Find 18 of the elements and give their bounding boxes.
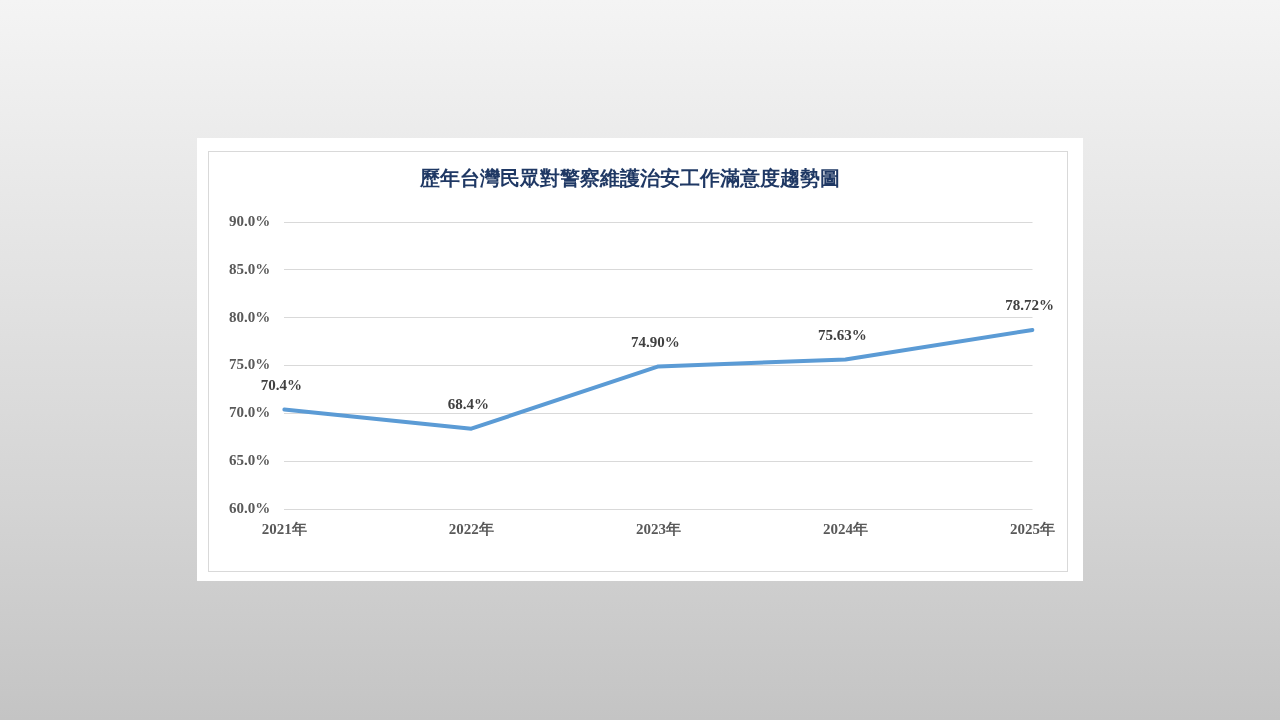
x-tick-label: 2025年 bbox=[1010, 520, 1055, 537]
chart-title: 歷年台灣民眾對警察維護治安工作滿意度趨勢圖 bbox=[419, 167, 840, 190]
data-label: 75.63% bbox=[818, 326, 867, 343]
data-label: 70.4% bbox=[260, 376, 302, 393]
y-tick-label: 70.0% bbox=[229, 404, 271, 421]
y-tick-label: 90.0% bbox=[229, 212, 271, 229]
x-tick-label: 2023年 bbox=[635, 520, 681, 537]
y-tick-label: 60.0% bbox=[229, 499, 271, 516]
y-tick-label: 85.0% bbox=[229, 260, 271, 277]
data-label: 74.90% bbox=[631, 333, 680, 350]
data-label: 68.4% bbox=[447, 396, 489, 413]
data-label: 78.72% bbox=[1005, 297, 1054, 314]
x-tick-label: 2022年 bbox=[448, 520, 494, 537]
x-tick-label: 2021年 bbox=[261, 520, 307, 537]
y-tick-label: 65.0% bbox=[229, 452, 271, 469]
y-tick-label: 75.0% bbox=[229, 356, 271, 373]
y-tick-label: 80.0% bbox=[229, 308, 271, 325]
x-tick-label: 2024年 bbox=[822, 520, 868, 537]
